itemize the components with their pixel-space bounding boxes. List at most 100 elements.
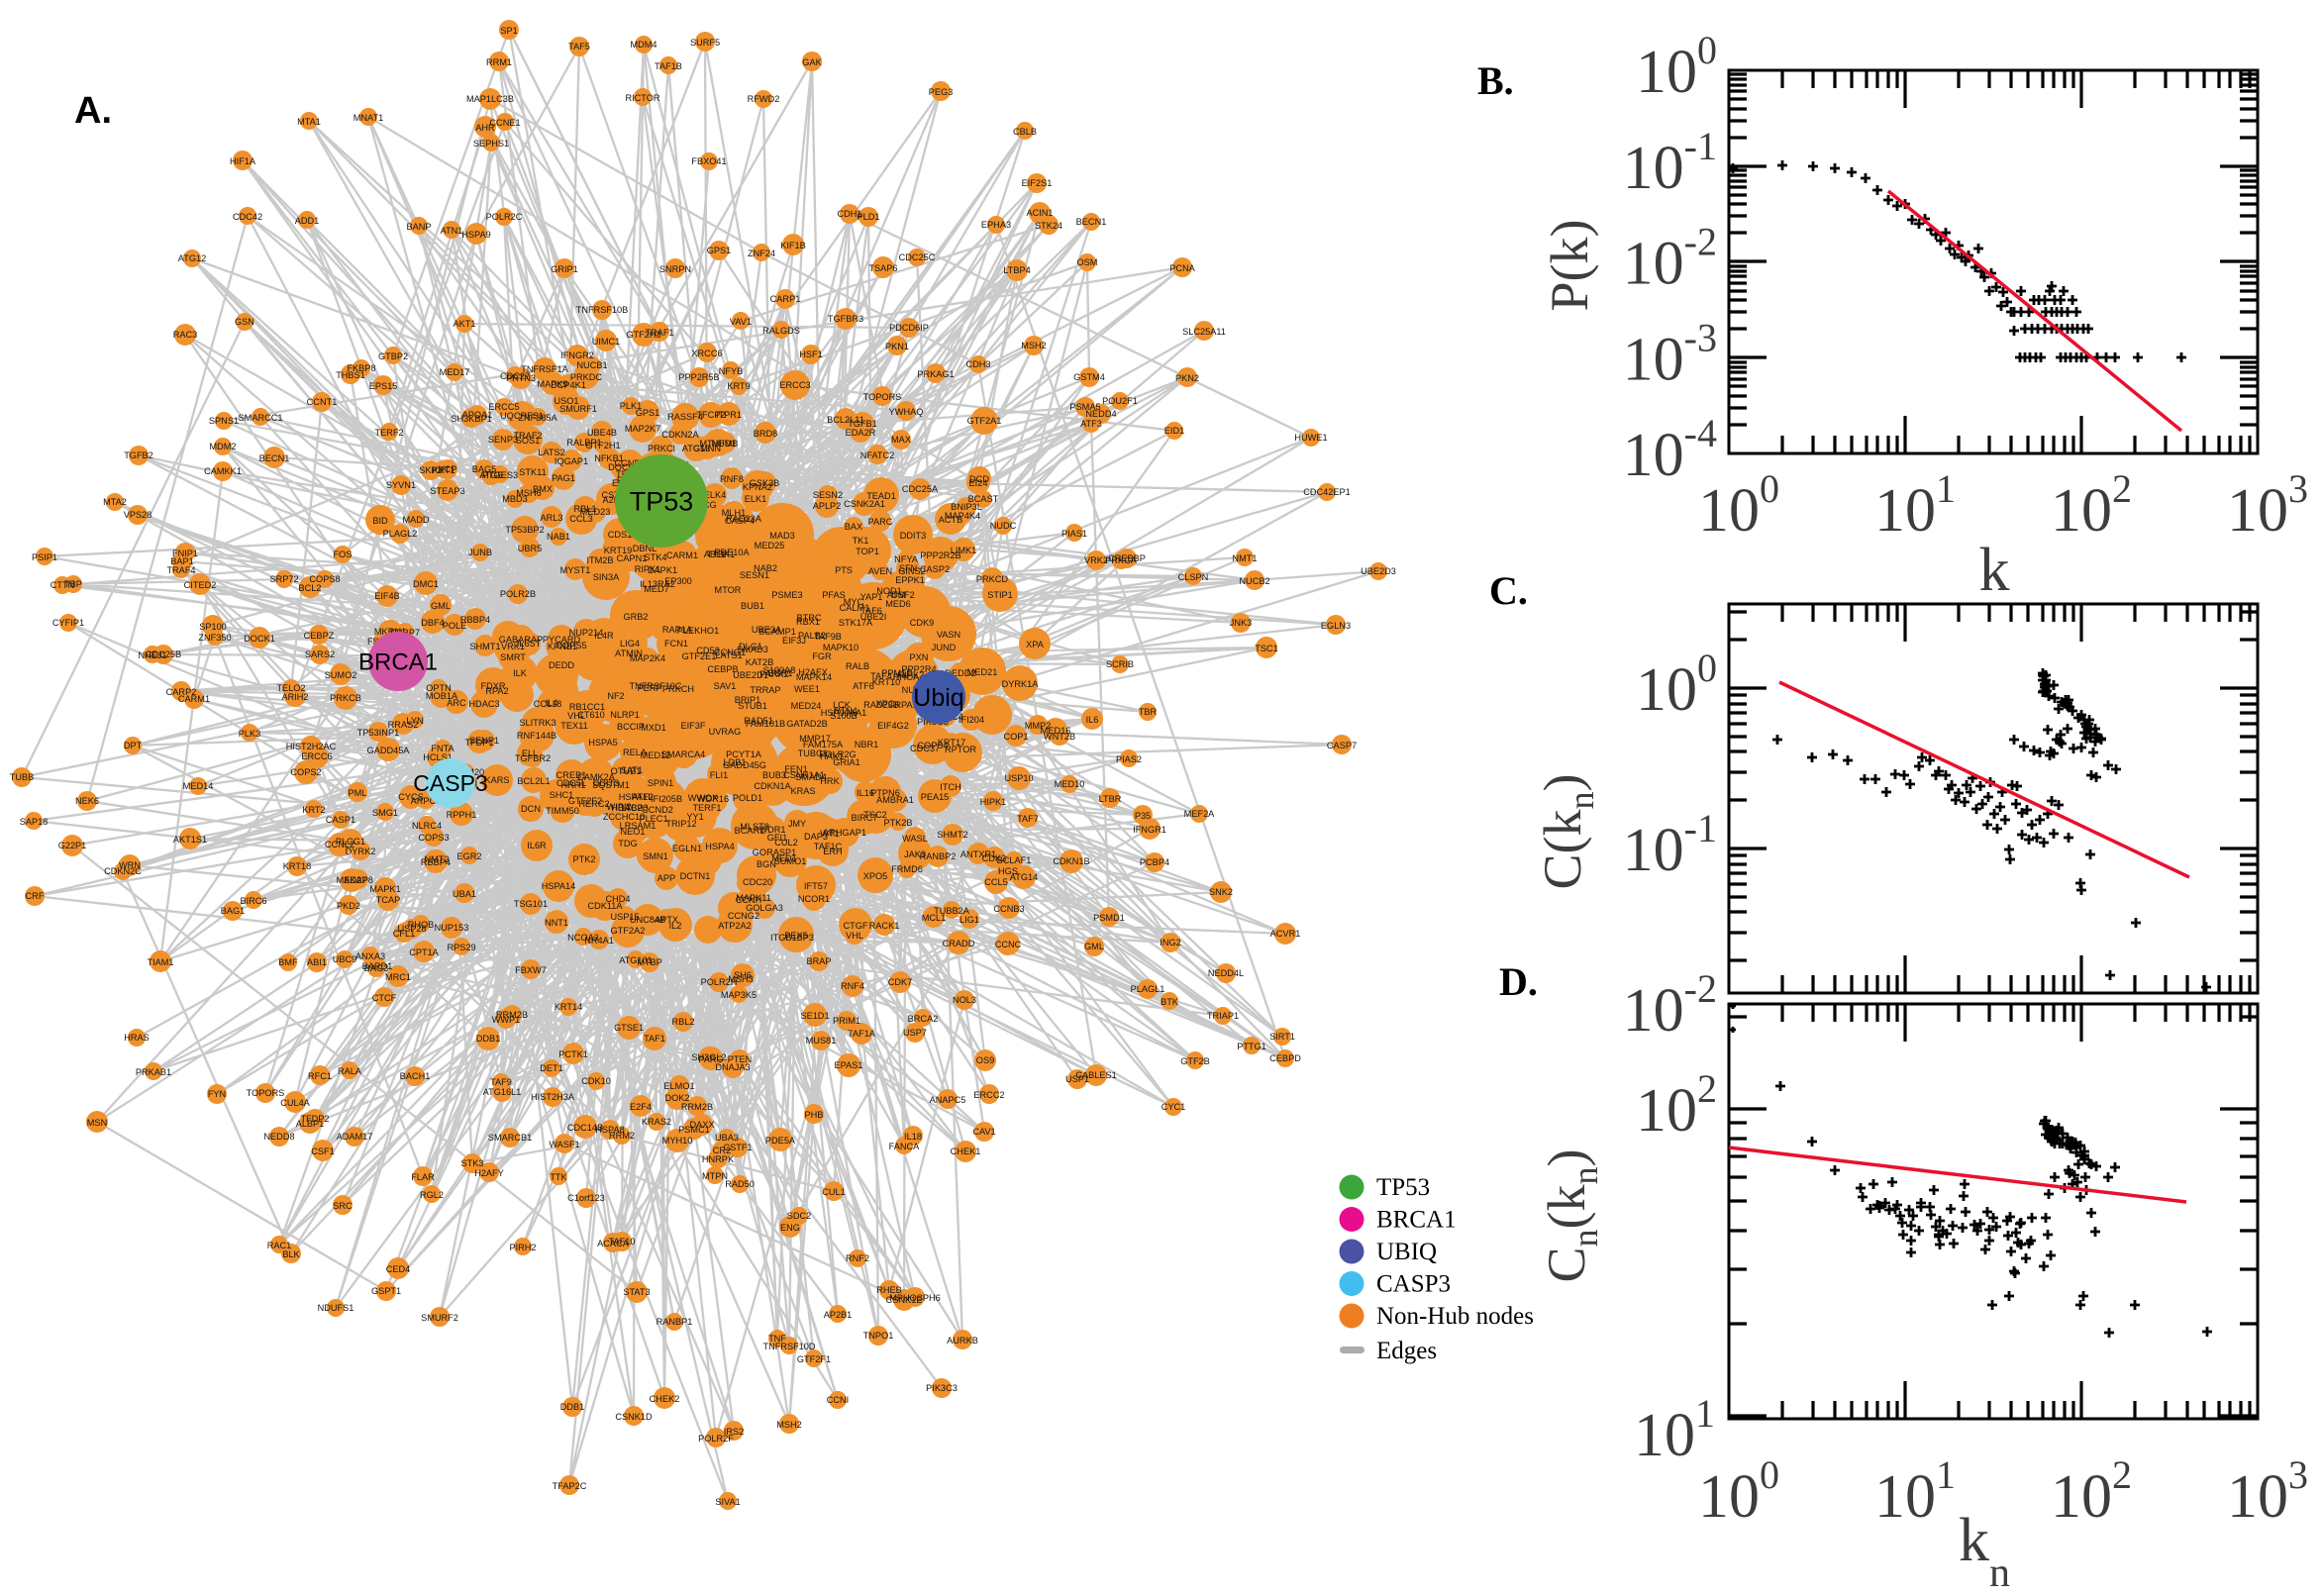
svg-text:CDK10: CDK10 [581, 1076, 611, 1086]
svg-text:HRAS: HRAS [124, 1033, 150, 1043]
svg-text:SENP1: SENP1 [469, 736, 499, 746]
svg-text:RBBP4: RBBP4 [421, 857, 451, 867]
svg-text:CD53: CD53 [696, 646, 720, 655]
svg-text:MBD3: MBD3 [502, 494, 528, 504]
svg-text:ARIH2: ARIH2 [281, 692, 308, 702]
svg-text:BCAST: BCAST [968, 494, 999, 504]
svg-text:HSF1: HSF1 [799, 349, 823, 359]
svg-text:SAP18: SAP18 [20, 817, 49, 827]
svg-text:NUP214: NUP214 [569, 628, 604, 638]
svg-text:USO1: USO1 [554, 396, 578, 406]
svg-text:HSP90AA1: HSP90AA1 [821, 708, 866, 718]
svg-text:PEG3: PEG3 [929, 87, 954, 97]
svg-text:TAF5: TAF5 [568, 42, 590, 51]
svg-text:HDAC3: HDAC3 [468, 699, 499, 709]
svg-text:BRCA1: BRCA1 [358, 648, 438, 675]
svg-text:ARPC2: ARPC2 [411, 796, 442, 806]
svg-text:FDXR: FDXR [480, 681, 505, 691]
svg-text:A.: A. [74, 90, 112, 132]
svg-text:GABARAP: GABARAP [499, 635, 543, 645]
svg-text:NAB2: NAB2 [754, 563, 777, 573]
svg-text:SURF5: SURF5 [690, 38, 720, 48]
svg-text:ABI1: ABI1 [307, 957, 327, 967]
svg-text:SIVA1: SIVA1 [715, 1497, 740, 1507]
svg-text:TIAM1: TIAM1 [147, 957, 173, 967]
svg-text:CDKN2C: CDKN2C [104, 866, 142, 876]
svg-text:NOD1: NOD1 [876, 586, 902, 596]
svg-text:DYRK1A: DYRK1A [1002, 679, 1040, 689]
svg-text:E2F4: E2F4 [630, 1102, 652, 1112]
svg-text:P35: P35 [1135, 811, 1151, 821]
svg-text:PPP2R4: PPP2R4 [901, 664, 936, 674]
svg-text:HSPA14: HSPA14 [542, 881, 576, 891]
svg-text:PARK2: PARK2 [759, 669, 788, 679]
svg-text:FGR: FGR [812, 651, 832, 661]
svg-text:UBE2D1: UBE2D1 [733, 670, 768, 680]
svg-text:CASP3: CASP3 [1376, 1271, 1451, 1298]
svg-text:ATF2: ATF2 [632, 792, 654, 802]
svg-text:UBE2I: UBE2I [860, 612, 887, 622]
svg-text:TUBB2A: TUBB2A [934, 906, 970, 916]
svg-text:NFYA: NFYA [894, 554, 919, 564]
svg-text:ELL: ELL [522, 748, 538, 758]
svg-text:101: 101 [1634, 1391, 1715, 1469]
svg-text:UBE2D3: UBE2D3 [1361, 566, 1396, 576]
svg-text:RAD23B: RAD23B [863, 700, 899, 710]
svg-text:ERCC2: ERCC2 [973, 1090, 1004, 1100]
svg-text:TAF9: TAF9 [490, 1077, 512, 1087]
svg-text:NUCB1: NUCB1 [576, 360, 607, 370]
svg-text:HIPK1: HIPK1 [980, 797, 1007, 807]
svg-text:TAF4: TAF4 [870, 671, 892, 681]
svg-text:PRKCB: PRKCB [330, 693, 361, 703]
svg-text:WASL: WASL [902, 834, 928, 844]
svg-text:IFI204: IFI204 [959, 715, 984, 725]
svg-text:PLD1: PLD1 [858, 212, 880, 222]
svg-text:ACIN1: ACIN1 [1026, 208, 1053, 218]
svg-text:SRC: SRC [333, 1201, 353, 1211]
svg-text:LRSAM1: LRSAM1 [620, 821, 656, 831]
svg-text:KIF1B: KIF1B [780, 241, 806, 250]
svg-text:STK11: STK11 [519, 467, 546, 477]
svg-text:JUND: JUND [932, 643, 957, 652]
svg-text:RANBP2: RANBP2 [920, 851, 957, 861]
svg-text:HSPA1L: HSPA1L [619, 792, 654, 802]
svg-text:HAX1: HAX1 [820, 751, 844, 761]
svg-text:MOB1A: MOB1A [426, 691, 458, 701]
svg-text:RALB: RALB [846, 661, 869, 671]
svg-text:PRKAG1: PRKAG1 [917, 369, 954, 379]
svg-text:CHEK1: CHEK1 [951, 1147, 981, 1156]
svg-text:NUMB: NUMB [711, 439, 738, 449]
svg-text:EP300: EP300 [664, 576, 692, 586]
svg-text:ILK: ILK [513, 668, 528, 678]
svg-text:POLR2B: POLR2B [500, 589, 536, 599]
svg-text:FLI1: FLI1 [710, 770, 728, 780]
svg-text:VAV1: VAV1 [730, 317, 752, 327]
svg-text:WDR1: WDR1 [758, 825, 785, 835]
svg-text:DCN: DCN [521, 804, 541, 814]
svg-text:KRT2: KRT2 [302, 805, 325, 815]
svg-text:PRKCA: PRKCA [1105, 555, 1138, 565]
svg-text:PIK3C3: PIK3C3 [926, 1383, 958, 1393]
svg-text:POLR2G: POLR2G [819, 749, 856, 759]
svg-text:XRCC6: XRCC6 [691, 349, 722, 358]
svg-text:POLR2C: POLR2C [486, 212, 523, 222]
svg-text:MED7: MED7 [644, 584, 669, 594]
svg-text:D.: D. [1499, 959, 1538, 1004]
svg-text:TP53: TP53 [1376, 1174, 1430, 1201]
svg-text:CCNT1: CCNT1 [307, 397, 338, 407]
svg-text:SMG1: SMG1 [372, 808, 398, 818]
svg-text:SQSTM1: SQSTM1 [592, 780, 630, 790]
svg-text:CCNG1: CCNG1 [714, 648, 746, 657]
svg-text:COPS2: COPS2 [290, 767, 321, 777]
svg-text:CAV1: CAV1 [972, 1127, 995, 1137]
svg-text:OS9: OS9 [976, 1055, 994, 1065]
svg-text:RPPH1: RPPH1 [447, 810, 477, 820]
svg-text:IL18: IL18 [904, 1132, 922, 1142]
svg-text:10-1: 10-1 [1623, 124, 1717, 202]
svg-text:DAXX: DAXX [689, 1120, 714, 1130]
svg-text:CRF: CRF [26, 891, 45, 901]
svg-text:PLAGL2: PLAGL2 [383, 529, 418, 539]
svg-text:MED10: MED10 [1055, 779, 1085, 789]
svg-text:TELO2: TELO2 [276, 683, 305, 693]
svg-text:EGR1: EGR1 [767, 668, 792, 678]
